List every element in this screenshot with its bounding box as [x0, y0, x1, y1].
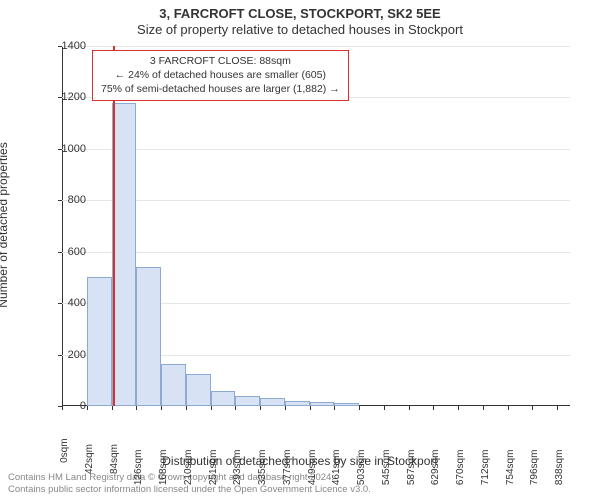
histogram-bar: [260, 398, 285, 406]
histogram-bar: [285, 401, 310, 406]
x-tick: [334, 406, 335, 410]
annotation-line: 3 FARCROFT CLOSE: 88sqm: [101, 54, 340, 68]
x-tick: [260, 406, 261, 410]
gridline: [62, 200, 570, 201]
annotation-line: 75% of semi-detached houses are larger (…: [101, 82, 340, 96]
histogram-bar: [136, 267, 161, 406]
gridline: [62, 252, 570, 253]
annotation-line: ← 24% of detached houses are smaller (60…: [101, 68, 340, 82]
y-tick-label: 200: [46, 349, 86, 361]
x-tick: [359, 406, 360, 410]
annotation-box: 3 FARCROFT CLOSE: 88sqm ← 24% of detache…: [92, 50, 349, 101]
x-tick: [433, 406, 434, 410]
x-tick: [186, 406, 187, 410]
x-tick: [458, 406, 459, 410]
x-tick: [557, 406, 558, 410]
histogram-bar: [112, 103, 137, 406]
histogram-bar: [161, 364, 186, 406]
y-tick-label: 0: [46, 400, 86, 412]
y-axis-label: Number of detached properties: [0, 142, 10, 307]
y-tick-label: 600: [46, 246, 86, 258]
histogram-bar: [211, 391, 236, 406]
y-tick-label: 400: [46, 297, 86, 309]
histogram-bar: [186, 374, 211, 406]
histogram-bar: [334, 403, 359, 406]
footer-line: Contains public sector information licen…: [8, 484, 371, 496]
x-tick: [112, 406, 113, 410]
histogram-bar: [310, 402, 335, 406]
chart-container: 3, FARCROFT CLOSE, STOCKPORT, SK2 5EE Si…: [0, 0, 600, 500]
histogram-bar: [235, 396, 260, 406]
x-tick: [136, 406, 137, 410]
x-tick: [235, 406, 236, 410]
x-tick: [87, 406, 88, 410]
chart-title-address: 3, FARCROFT CLOSE, STOCKPORT, SK2 5EE: [0, 6, 600, 21]
histogram-bar: [87, 277, 112, 406]
x-tick: [384, 406, 385, 410]
x-tick: [211, 406, 212, 410]
chart-title-sub: Size of property relative to detached ho…: [0, 22, 600, 37]
x-tick: [285, 406, 286, 410]
x-tick: [532, 406, 533, 410]
gridline: [62, 46, 570, 47]
x-tick: [409, 406, 410, 410]
gridline: [62, 149, 570, 150]
x-tick: [310, 406, 311, 410]
y-tick-label: 1000: [46, 143, 86, 155]
x-tick: [483, 406, 484, 410]
y-tick-label: 1200: [46, 91, 86, 103]
y-tick-label: 1400: [46, 40, 86, 52]
x-tick: [161, 406, 162, 410]
y-tick-label: 800: [46, 194, 86, 206]
x-tick: [508, 406, 509, 410]
